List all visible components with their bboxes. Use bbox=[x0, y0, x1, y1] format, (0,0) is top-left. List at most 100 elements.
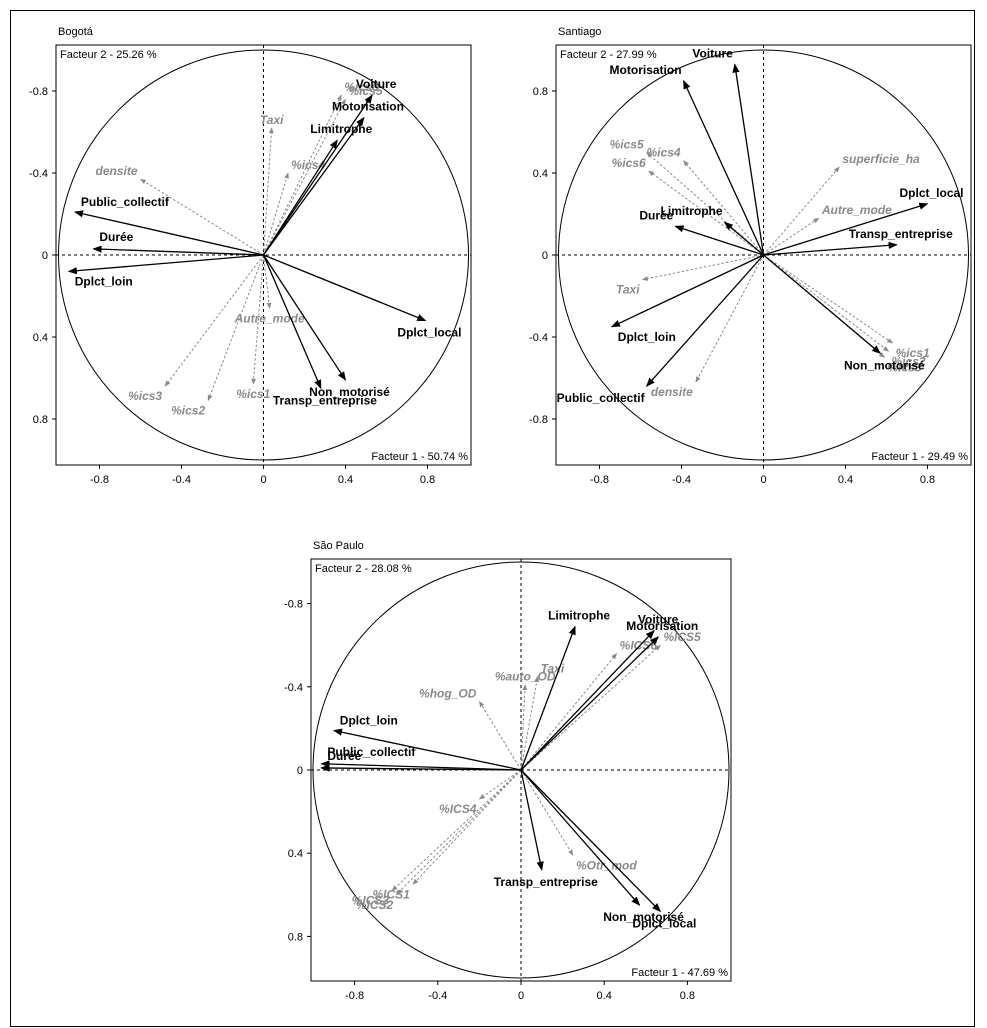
supplementary-vector bbox=[695, 254, 764, 383]
y-tick-label: -0.4 bbox=[529, 332, 548, 344]
y-tick-label: 0.8 bbox=[533, 86, 548, 98]
supplementary-vector bbox=[263, 127, 274, 256]
supplementary-variable-label: Autre_mode bbox=[821, 203, 892, 217]
active-variable-label: Non_motorisé bbox=[309, 385, 390, 399]
active-variable-label: Dplct_loin bbox=[75, 274, 133, 288]
figure-frame bbox=[10, 10, 975, 1027]
x-tick-label: 0.8 bbox=[680, 990, 695, 1002]
x-tick-label: -0.8 bbox=[345, 990, 364, 1002]
supplementary-vector bbox=[520, 684, 528, 771]
x-tick-label: 0.8 bbox=[920, 474, 935, 486]
active-vector bbox=[74, 210, 264, 256]
supplementary-variable-label: Taxi bbox=[616, 283, 640, 297]
x-tick-label: 0.4 bbox=[338, 474, 353, 486]
active-vector bbox=[763, 202, 929, 256]
supplementary-vector bbox=[164, 254, 264, 387]
supplementary-variable-label: %ics4 bbox=[291, 158, 325, 172]
active-variable-label: Limitrophe bbox=[548, 608, 610, 622]
active-variable-label: Motorisation bbox=[610, 63, 682, 77]
supplementary-variable-label: %ics1 bbox=[896, 346, 930, 360]
supplementary-variable-label: %Otr_mod bbox=[576, 858, 637, 872]
active-vector bbox=[520, 769, 661, 913]
active-vector bbox=[520, 629, 655, 771]
active-variable-label: Dplct_local bbox=[397, 326, 461, 340]
active-variable-label: Transp_entreprise bbox=[849, 227, 953, 241]
active-vector bbox=[262, 254, 347, 381]
x-tick-label: -0.8 bbox=[590, 474, 609, 486]
y-tick-label: 0 bbox=[542, 250, 548, 262]
y-tick-label: -0.4 bbox=[284, 682, 303, 694]
active-variable-label: Public_collectif bbox=[327, 745, 416, 759]
supplementary-variable-label: Taxi bbox=[260, 113, 284, 127]
active-variable-label: Transp_entreprise bbox=[273, 393, 377, 407]
x-tick-label: 0.4 bbox=[838, 474, 853, 486]
active-vector bbox=[682, 79, 765, 256]
supplementary-variable-label: %ics2 bbox=[171, 404, 205, 418]
supplementary-variable-label: %ICS2 bbox=[356, 898, 394, 912]
y-tick-label: 0.8 bbox=[288, 931, 303, 943]
active-variable-label: Durée bbox=[327, 749, 361, 763]
y-tick-label: 0 bbox=[42, 250, 48, 262]
supplementary-vector bbox=[520, 675, 540, 771]
active-vector bbox=[646, 254, 764, 387]
x-tick-label: 0.8 bbox=[420, 474, 435, 486]
factor-1-label: Facteur 1 - 50.74 % bbox=[371, 451, 468, 463]
active-vector bbox=[674, 225, 764, 256]
supplementary-vector bbox=[478, 700, 522, 771]
supplementary-variable-label: %auto_OD bbox=[495, 670, 556, 684]
y-tick-label: 0.4 bbox=[533, 168, 548, 180]
active-vector bbox=[92, 245, 264, 256]
x-tick-label: -0.4 bbox=[672, 474, 691, 486]
factor-2-label: Facteur 2 - 28.08 % bbox=[315, 563, 412, 575]
active-variable-label: Public_collectif bbox=[557, 391, 646, 405]
active-vector bbox=[732, 63, 765, 256]
active-variable-label: Voiture bbox=[638, 613, 679, 627]
pca-panel-2: São Paulo Facteur 2 - 28.08 % Facteur 1 - … bbox=[284, 540, 732, 1002]
supplementary-variable-label: %ICS6 bbox=[620, 639, 658, 653]
active-variable-label: Motorisation bbox=[626, 619, 698, 633]
x-tick-label: 0 bbox=[260, 474, 266, 486]
active-variable-label: Durée bbox=[639, 208, 673, 222]
panel-title: Santiago bbox=[558, 26, 601, 38]
supplementary-vector bbox=[646, 152, 764, 256]
supplementary-vector bbox=[391, 769, 522, 892]
supplementary-variable-label: %ics1 bbox=[236, 387, 270, 401]
factor-1-label: Facteur 1 - 47.69 % bbox=[631, 967, 728, 979]
supplementary-variable-label: %ics2 bbox=[892, 354, 926, 368]
active-vector bbox=[723, 221, 764, 256]
supplementary-variable-label: densite bbox=[95, 164, 137, 178]
supplementary-vector bbox=[139, 178, 264, 256]
active-variable-label: Non_motorisé bbox=[844, 358, 925, 372]
supplementary-variable-label: %ics5 bbox=[610, 138, 644, 152]
y-tick-label: -0.8 bbox=[529, 414, 548, 426]
supplementary-variable-label: %ICS3 bbox=[352, 894, 390, 908]
active-variable-label: Dplct_loin bbox=[340, 713, 398, 727]
active-vector bbox=[262, 254, 322, 390]
active-vector bbox=[67, 254, 264, 275]
active-variable-label: Public_collectif bbox=[81, 195, 170, 209]
active-variable-label: Non_motorisé bbox=[603, 910, 684, 924]
y-tick-label: -0.4 bbox=[29, 168, 48, 180]
supplementary-vector bbox=[648, 170, 764, 256]
supplementary-variable-label: superficie_ha bbox=[842, 152, 920, 166]
supplementary-vector bbox=[763, 254, 894, 344]
y-tick-label: 0.4 bbox=[288, 848, 303, 860]
x-tick-label: -0.8 bbox=[90, 474, 109, 486]
x-tick-label: 0 bbox=[760, 474, 766, 486]
supplementary-vector bbox=[412, 769, 522, 885]
supplementary-variable-label: %ics6 bbox=[612, 156, 646, 170]
active-vector bbox=[332, 728, 522, 771]
supplementary-vector bbox=[207, 254, 264, 402]
supplementary-vector bbox=[478, 769, 522, 800]
supplementary-variable-label: densite bbox=[651, 385, 693, 399]
y-tick-label: 0.4 bbox=[33, 332, 48, 344]
y-tick-label: -0.8 bbox=[29, 86, 48, 98]
x-tick-label: -0.4 bbox=[172, 474, 191, 486]
active-variable-label: Limitrophe bbox=[310, 122, 372, 136]
factor-2-label: Facteur 2 - 25.26 % bbox=[60, 49, 157, 61]
active-variable-label: Durée bbox=[99, 230, 133, 244]
active-vector bbox=[262, 94, 373, 256]
active-variable-label: Dplct_loin bbox=[618, 330, 676, 344]
supplementary-vector bbox=[763, 166, 840, 256]
